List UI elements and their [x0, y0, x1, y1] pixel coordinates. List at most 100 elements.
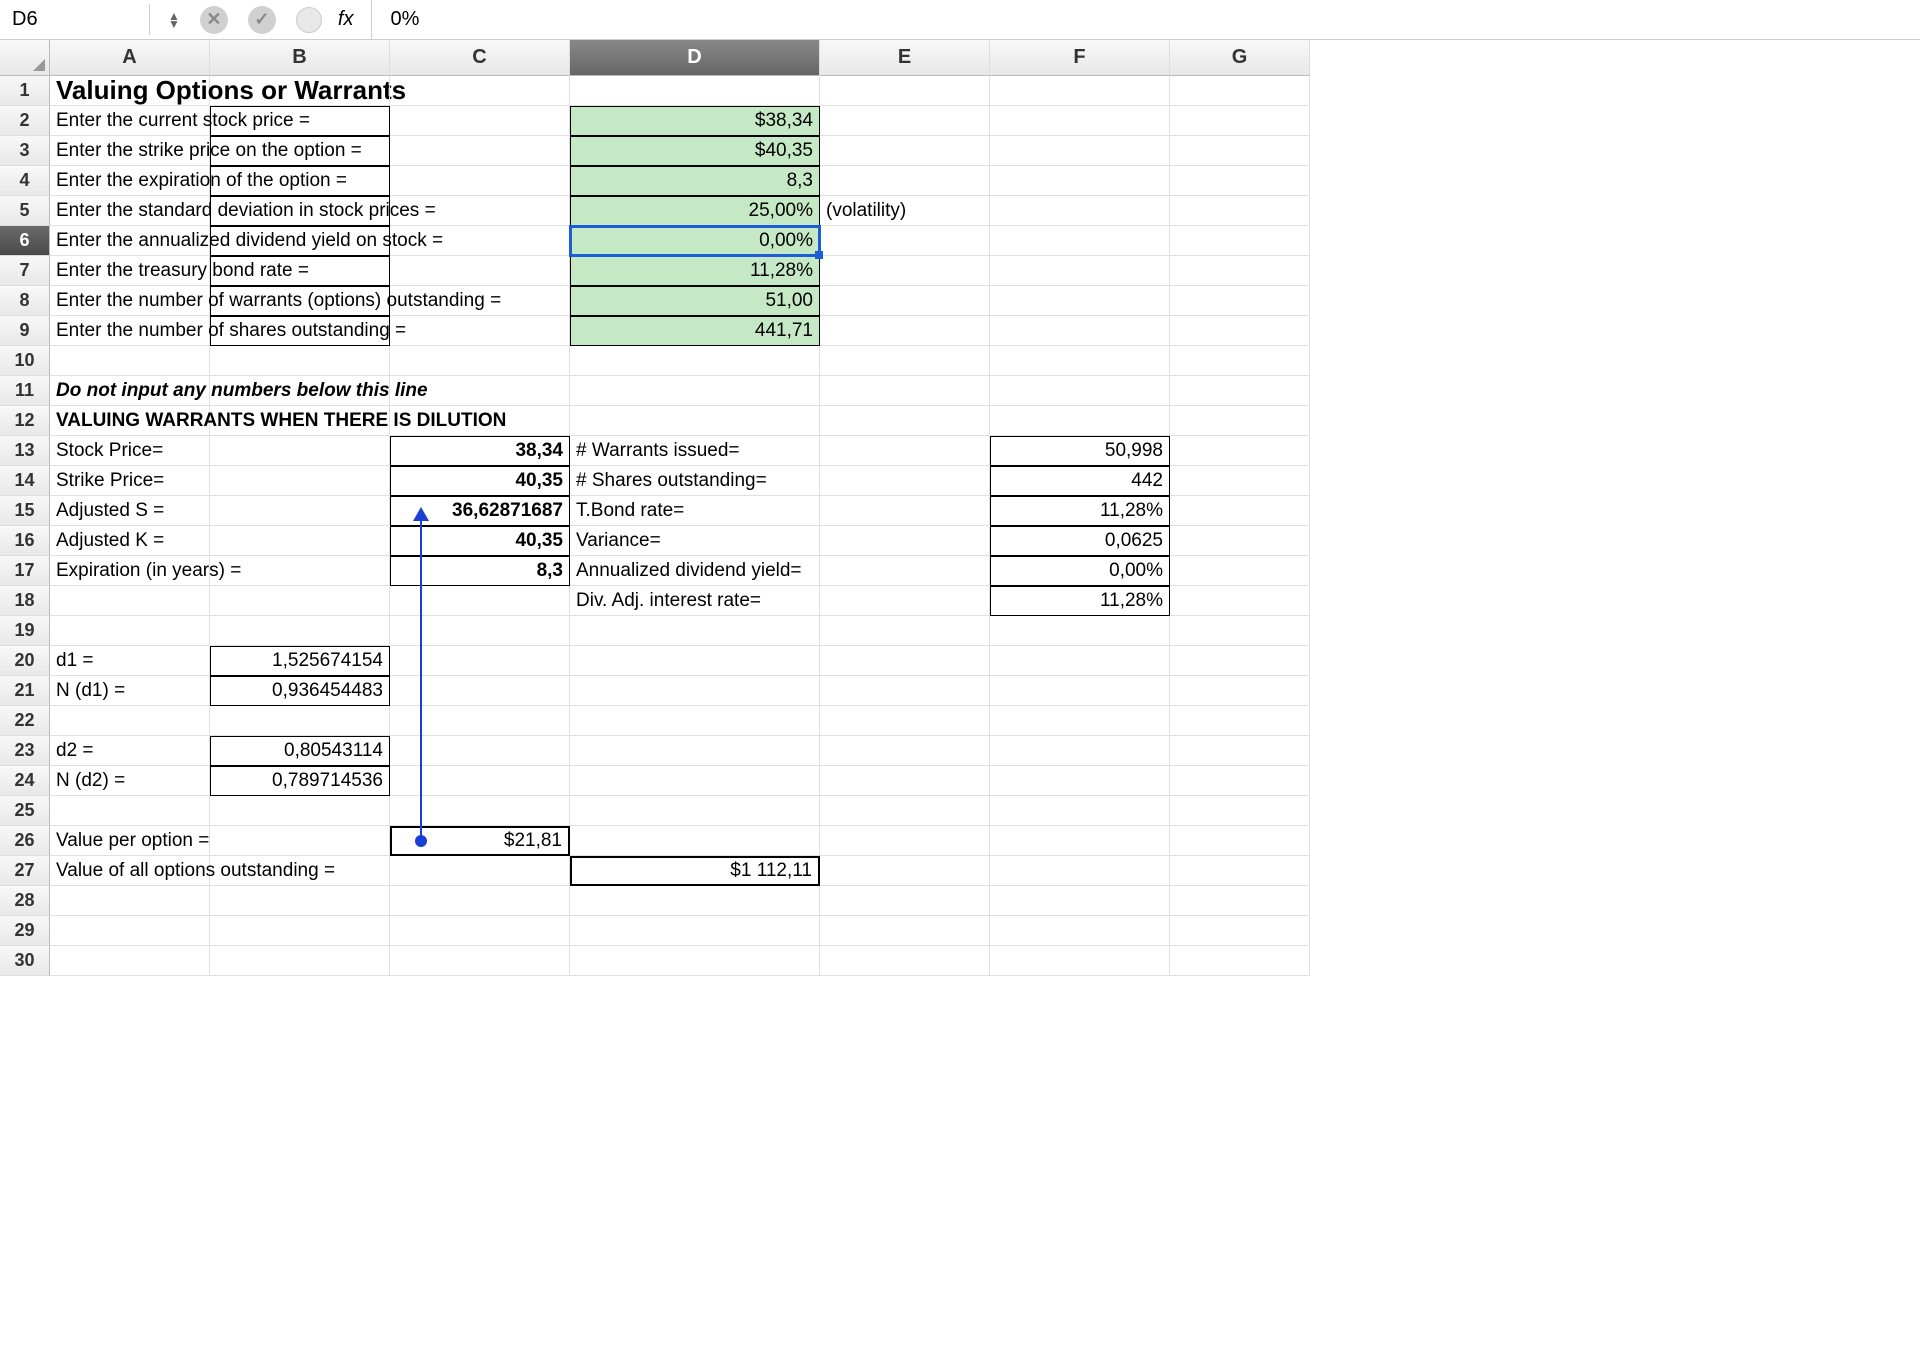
cell-C13[interactable]: 38,34: [390, 436, 570, 466]
cell-D16[interactable]: Variance=: [570, 526, 820, 556]
cell-C12[interactable]: [390, 406, 570, 436]
cell-F17[interactable]: 0,00%: [990, 556, 1170, 586]
cell-F22[interactable]: [990, 706, 1170, 736]
cell-E9[interactable]: [820, 316, 990, 346]
cell-G25[interactable]: [1170, 796, 1310, 826]
cell-G26[interactable]: [1170, 826, 1310, 856]
cell-E13[interactable]: [820, 436, 990, 466]
cell-E24[interactable]: [820, 766, 990, 796]
row-header-7[interactable]: 7: [0, 256, 50, 286]
col-header-F[interactable]: F: [990, 40, 1170, 76]
cell-D27[interactable]: $1 112,11: [570, 856, 820, 886]
cell-C16[interactable]: 40,35: [390, 526, 570, 556]
cell-F7[interactable]: [990, 256, 1170, 286]
cell-F4[interactable]: [990, 166, 1170, 196]
cell-D28[interactable]: [570, 886, 820, 916]
cell-C8[interactable]: [390, 286, 570, 316]
cell-C17[interactable]: 8,3: [390, 556, 570, 586]
cell-F19[interactable]: [990, 616, 1170, 646]
cell-B8[interactable]: [210, 286, 390, 316]
cell-A24[interactable]: N (d2) =: [50, 766, 210, 796]
cell-E28[interactable]: [820, 886, 990, 916]
cell-B18[interactable]: [210, 586, 390, 616]
cell-E6[interactable]: [820, 226, 990, 256]
stepper-icon[interactable]: ▲▼: [168, 12, 180, 28]
cell-C20[interactable]: [390, 646, 570, 676]
cell-G12[interactable]: [1170, 406, 1310, 436]
row-header-29[interactable]: 29: [0, 916, 50, 946]
cell-A25[interactable]: [50, 796, 210, 826]
cell-E23[interactable]: [820, 736, 990, 766]
fx-button-icon[interactable]: [296, 7, 322, 33]
cell-D22[interactable]: [570, 706, 820, 736]
cell-F10[interactable]: [990, 346, 1170, 376]
cell-G8[interactable]: [1170, 286, 1310, 316]
formula-value[interactable]: 0%: [371, 0, 419, 39]
cell-C7[interactable]: [390, 256, 570, 286]
cell-E30[interactable]: [820, 946, 990, 976]
cell-G7[interactable]: [1170, 256, 1310, 286]
cell-D5[interactable]: 25,00%: [570, 196, 820, 226]
row-header-14[interactable]: 14: [0, 466, 50, 496]
cell-B10[interactable]: [210, 346, 390, 376]
cell-C10[interactable]: [390, 346, 570, 376]
row-header-21[interactable]: 21: [0, 676, 50, 706]
cell-A3[interactable]: Enter the strike price on the option =: [50, 136, 210, 166]
cell-A14[interactable]: Strike Price=: [50, 466, 210, 496]
cell-A17[interactable]: Expiration (in years) =: [50, 556, 210, 586]
cell-E3[interactable]: [820, 136, 990, 166]
cell-B29[interactable]: [210, 916, 390, 946]
cell-C2[interactable]: [390, 106, 570, 136]
col-header-C[interactable]: C: [390, 40, 570, 76]
cell-A6[interactable]: Enter the annualized dividend yield on s…: [50, 226, 210, 256]
cell-A4[interactable]: Enter the expiration of the option =: [50, 166, 210, 196]
cell-D29[interactable]: [570, 916, 820, 946]
row-header-24[interactable]: 24: [0, 766, 50, 796]
cell-C3[interactable]: [390, 136, 570, 166]
row-header-22[interactable]: 22: [0, 706, 50, 736]
cell-B20[interactable]: 1,525674154: [210, 646, 390, 676]
cell-G18[interactable]: [1170, 586, 1310, 616]
cell-C29[interactable]: [390, 916, 570, 946]
cell-D13[interactable]: # Warrants issued=: [570, 436, 820, 466]
cell-F28[interactable]: [990, 886, 1170, 916]
cell-B14[interactable]: [210, 466, 390, 496]
cell-E21[interactable]: [820, 676, 990, 706]
cell-F26[interactable]: [990, 826, 1170, 856]
cell-B30[interactable]: [210, 946, 390, 976]
cell-A18[interactable]: [50, 586, 210, 616]
cell-B28[interactable]: [210, 886, 390, 916]
cell-B19[interactable]: [210, 616, 390, 646]
cell-G27[interactable]: [1170, 856, 1310, 886]
col-header-B[interactable]: B: [210, 40, 390, 76]
cell-D20[interactable]: [570, 646, 820, 676]
cell-C19[interactable]: [390, 616, 570, 646]
cell-D17[interactable]: Annualized dividend yield=: [570, 556, 820, 586]
cell-D9[interactable]: 441,71: [570, 316, 820, 346]
cell-C1[interactable]: [390, 76, 570, 106]
cell-F20[interactable]: [990, 646, 1170, 676]
cell-F5[interactable]: [990, 196, 1170, 226]
cell-E18[interactable]: [820, 586, 990, 616]
cell-G17[interactable]: [1170, 556, 1310, 586]
cell-G22[interactable]: [1170, 706, 1310, 736]
cell-F21[interactable]: [990, 676, 1170, 706]
cell-E15[interactable]: [820, 496, 990, 526]
cell-A21[interactable]: N (d1) =: [50, 676, 210, 706]
cell-F13[interactable]: 50,998: [990, 436, 1170, 466]
row-header-11[interactable]: 11: [0, 376, 50, 406]
cell-B17[interactable]: [210, 556, 390, 586]
cell-E8[interactable]: [820, 286, 990, 316]
cell-A30[interactable]: [50, 946, 210, 976]
cell-D19[interactable]: [570, 616, 820, 646]
row-header-28[interactable]: 28: [0, 886, 50, 916]
cell-G4[interactable]: [1170, 166, 1310, 196]
cell-D8[interactable]: 51,00: [570, 286, 820, 316]
cell-C6[interactable]: [390, 226, 570, 256]
cell-E16[interactable]: [820, 526, 990, 556]
cell-A19[interactable]: [50, 616, 210, 646]
cell-A12[interactable]: VALUING WARRANTS WHEN THERE IS DILUTION: [50, 406, 210, 436]
cell-F24[interactable]: [990, 766, 1170, 796]
cell-A10[interactable]: [50, 346, 210, 376]
cell-E17[interactable]: [820, 556, 990, 586]
